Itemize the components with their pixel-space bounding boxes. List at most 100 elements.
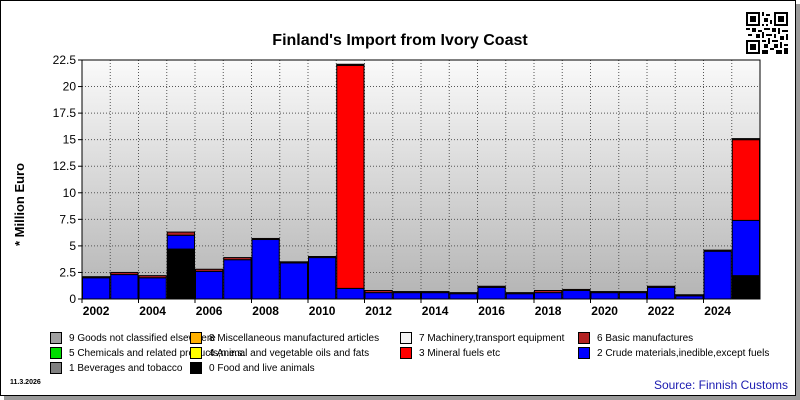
bar-segment: [477, 286, 506, 300]
bar-segment: [195, 270, 224, 300]
bar-segment: [195, 268, 224, 272]
legend-swatch: [578, 332, 590, 344]
source-link[interactable]: Source: Finnish Customs: [653, 378, 788, 392]
legend-swatch: [190, 332, 202, 344]
legend-label: 7 Machinery,transport equipment: [419, 332, 565, 344]
bar-segment: [308, 256, 337, 259]
bar-segment: [618, 292, 647, 300]
legend-item: 5 Chemicals and related products,n.e.s.: [50, 347, 245, 359]
y-tick-label: 15: [63, 133, 77, 147]
bar-segment: [647, 286, 676, 300]
chart-title: Finland's Import from Ivory Coast: [272, 32, 528, 49]
x-tick-label: 2006: [196, 304, 223, 318]
y-tick-label: 2.5: [59, 265, 76, 279]
x-tick-label: 2012: [365, 304, 392, 318]
y-tick-label: 7.5: [59, 212, 76, 226]
x-tick-label: 2014: [422, 304, 449, 318]
legend-swatch: [400, 332, 412, 344]
bar-segment: [166, 248, 195, 300]
legend-item: 6 Basic manufactures: [578, 332, 693, 344]
bar-segment: [279, 261, 308, 264]
bar-segment: [534, 290, 563, 294]
legend-swatch: [50, 347, 62, 359]
legend-swatch: [190, 347, 202, 359]
y-tick-label: 17.5: [53, 106, 77, 120]
bar-segment: [308, 257, 337, 300]
legend-label: 3 Mineral fuels etc: [419, 347, 501, 359]
legend-label: 2 Crude materials,inedible,except fuels: [597, 347, 770, 359]
y-tick-label: 20: [63, 80, 77, 94]
bar-segment: [731, 275, 760, 300]
bar-segment: [364, 292, 393, 300]
bar-segment: [703, 250, 732, 300]
bar-segment: [166, 234, 195, 250]
bar-segment: [138, 277, 167, 300]
bar-segment: [166, 231, 195, 236]
legend-label: 9 Goods not classified elsewhere: [69, 332, 216, 344]
bar-segment: [590, 292, 619, 300]
legend-label: 4 Animal and vegetable oils and fats: [209, 347, 370, 359]
x-tick-label: 2004: [139, 304, 166, 318]
legend-swatch: [578, 347, 590, 359]
legend-swatch: [50, 362, 62, 374]
legend-swatch: [400, 347, 412, 359]
bar-segment: [421, 291, 450, 294]
bar-segment: [392, 291, 421, 294]
bar-segment: [675, 294, 704, 297]
y-tick-label: 12.5: [53, 159, 77, 173]
bar-segment: [505, 293, 534, 300]
bar-segment: [364, 290, 393, 294]
y-tick-label: 5: [69, 239, 76, 253]
bar-segment: [110, 271, 139, 276]
bar-segment: [703, 249, 732, 252]
bar-segment: [449, 292, 478, 295]
bar-segment: [138, 275, 167, 279]
bar-segment: [336, 287, 365, 300]
x-tick-label: 2008: [252, 304, 279, 318]
bar-segment: [223, 257, 252, 261]
bar-segment: [731, 219, 760, 277]
bar-segment: [223, 259, 252, 300]
bar-segment: [251, 237, 280, 241]
legend-item: 9 Goods not classified elsewhere: [50, 332, 216, 344]
x-tick-label: 2018: [535, 304, 562, 318]
legend-item: 3 Mineral fuels etc: [400, 347, 500, 359]
bar-segment: [336, 63, 365, 66]
bar-segment: [731, 138, 760, 141]
bar-segment: [618, 291, 647, 294]
x-tick-label: 2024: [704, 304, 731, 318]
bar-segment: [647, 285, 676, 288]
bar-segment: [731, 139, 760, 221]
bar-segment: [534, 292, 563, 300]
qr-code-icon: [746, 12, 788, 54]
bar-segment: [421, 292, 450, 300]
legend-swatch: [50, 332, 62, 344]
legend-item: 1 Beverages and tobacco: [50, 362, 182, 374]
bar-segment: [336, 64, 365, 289]
legend-item: 7 Machinery,transport equipment: [400, 332, 564, 344]
legend-item: 0 Food and live animals: [190, 362, 315, 374]
y-tick-label: 0: [69, 292, 76, 306]
legend-label: 8 Miscellaneous manufactured articles: [209, 332, 380, 344]
legend-label: 0 Food and live animals: [209, 362, 315, 374]
bar-segment: [279, 262, 308, 300]
bar-segment: [562, 288, 591, 292]
x-tick-label: 2010: [309, 304, 336, 318]
bar-segment: [477, 285, 506, 288]
x-tick-label: 2022: [648, 304, 675, 318]
bar-segment: [449, 293, 478, 300]
bar-segment: [590, 291, 619, 294]
legend-item: 4 Animal and vegetable oils and fats: [190, 347, 369, 359]
bar-segment: [82, 277, 111, 300]
legend-label: 5 Chemicals and related products,n.e.s.: [69, 347, 246, 359]
legend-label: 1 Beverages and tobacco: [69, 362, 183, 374]
bar-segment: [251, 239, 280, 300]
bar-segment: [110, 274, 139, 300]
legend-swatch: [190, 362, 202, 374]
bar-segment: [505, 292, 534, 295]
legend-item: 2 Crude materials,inedible,except fuels: [578, 347, 769, 359]
y-tick-label: 22.5: [53, 53, 77, 67]
x-tick-label: 2002: [83, 304, 110, 318]
legend-item: 8 Miscellaneous manufactured articles: [190, 332, 379, 344]
